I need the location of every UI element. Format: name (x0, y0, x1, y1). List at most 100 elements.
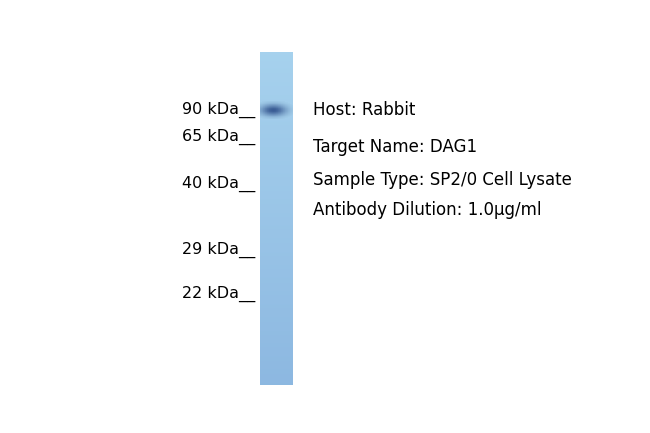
Bar (276, 109, 277, 110)
Bar (272, 114, 273, 115)
Bar (270, 113, 271, 114)
Bar (276, 108, 277, 109)
Bar (285, 115, 287, 116)
Bar (275, 117, 276, 118)
Bar (260, 274, 292, 276)
Bar (268, 108, 270, 109)
Bar (260, 78, 292, 80)
Bar (260, 241, 292, 242)
Bar (267, 102, 268, 103)
Bar (260, 314, 292, 316)
Bar (265, 103, 266, 104)
Bar (260, 105, 292, 107)
Bar (270, 111, 271, 112)
Bar (262, 103, 263, 104)
Bar (261, 107, 262, 108)
Bar (260, 214, 292, 216)
Bar (285, 102, 286, 103)
Bar (264, 112, 265, 113)
Bar (289, 105, 290, 106)
Bar (270, 103, 271, 104)
Bar (273, 104, 274, 105)
Bar (286, 112, 287, 113)
Bar (284, 110, 285, 111)
Bar (291, 107, 292, 108)
Bar (260, 175, 292, 177)
Bar (260, 163, 292, 165)
Bar (260, 383, 292, 385)
Bar (260, 305, 292, 307)
Bar (276, 107, 277, 108)
Bar (268, 115, 270, 116)
Bar (260, 323, 292, 325)
Bar (273, 115, 274, 116)
Bar (270, 110, 272, 111)
Bar (260, 213, 292, 215)
Bar (263, 101, 264, 102)
Bar (261, 117, 262, 118)
Bar (270, 115, 271, 116)
Bar (279, 115, 280, 116)
Bar (281, 117, 282, 118)
Bar (275, 119, 276, 120)
Bar (260, 208, 292, 210)
Bar (290, 110, 291, 111)
Bar (289, 108, 290, 109)
Bar (284, 116, 285, 117)
Bar (278, 104, 279, 105)
Bar (270, 108, 271, 109)
Bar (271, 113, 272, 114)
Bar (267, 111, 268, 112)
Bar (263, 107, 265, 108)
Bar (287, 113, 288, 114)
Bar (270, 111, 271, 112)
Bar (260, 218, 292, 220)
Bar (270, 114, 271, 115)
Bar (265, 104, 266, 105)
Bar (274, 111, 276, 112)
Bar (265, 102, 266, 103)
Bar (272, 103, 273, 104)
Bar (270, 104, 271, 105)
Bar (263, 106, 265, 107)
Bar (283, 107, 284, 108)
Bar (278, 118, 280, 119)
Bar (281, 118, 282, 119)
Bar (260, 116, 292, 118)
Bar (266, 114, 268, 115)
Bar (285, 112, 286, 113)
Bar (284, 112, 285, 113)
Bar (284, 112, 285, 113)
Bar (281, 111, 282, 112)
Bar (280, 108, 281, 109)
Bar (284, 102, 285, 103)
Bar (266, 117, 268, 118)
Bar (268, 117, 269, 118)
Bar (260, 343, 292, 345)
Bar (287, 108, 289, 109)
Bar (270, 102, 271, 103)
Bar (285, 107, 286, 108)
Bar (264, 113, 265, 114)
Bar (283, 117, 284, 118)
Bar (280, 102, 281, 103)
Bar (275, 114, 276, 115)
Bar (263, 108, 264, 109)
Bar (270, 117, 271, 118)
Bar (289, 104, 290, 105)
Bar (270, 106, 271, 107)
Bar (260, 102, 292, 103)
Bar (274, 107, 276, 108)
Bar (280, 109, 281, 110)
Bar (275, 110, 276, 111)
Bar (278, 118, 279, 119)
Bar (260, 94, 292, 96)
Bar (281, 104, 282, 105)
Bar (264, 101, 265, 102)
Bar (270, 115, 272, 116)
Bar (260, 281, 292, 282)
Bar (260, 69, 292, 71)
Bar (291, 110, 292, 111)
Bar (274, 105, 276, 106)
Bar (260, 252, 292, 253)
